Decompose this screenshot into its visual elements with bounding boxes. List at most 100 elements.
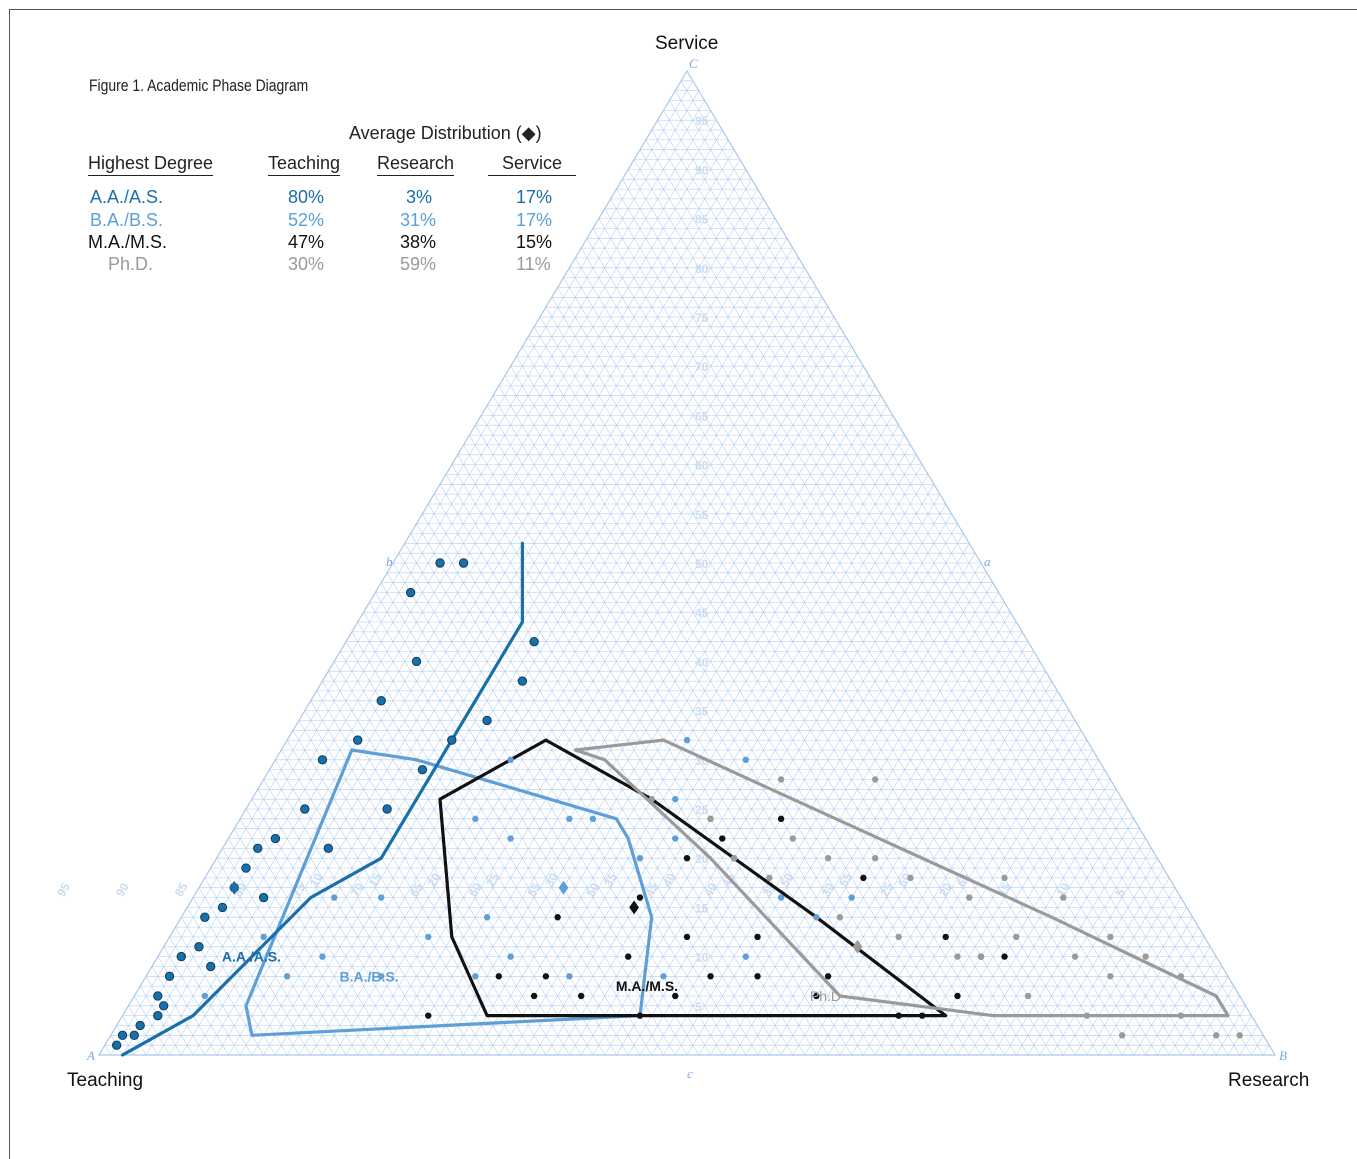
average-diamond-phd (852, 939, 863, 954)
data-point-phd (954, 953, 961, 960)
data-point-phd (707, 815, 714, 823)
data-point-ba (472, 815, 479, 823)
teaching-tick-label: 85 (172, 880, 191, 899)
data-point-aa (482, 715, 492, 726)
data-point-ma (754, 933, 761, 941)
data-point-ba (507, 953, 514, 960)
vertex-letter-top: C (689, 56, 698, 71)
data-point-phd (1107, 973, 1114, 980)
data-point-phd (895, 933, 902, 941)
figure-title: Figure 1. Academic Phase Diagram (89, 76, 309, 95)
data-point-phd (1107, 933, 1114, 941)
header-teaching: Teaching (268, 153, 341, 176)
research-tick-label: 30 (542, 870, 561, 889)
data-point-ba (636, 855, 644, 862)
average-diamond-ma (629, 900, 639, 915)
region-outline-phd (573, 738, 1230, 1018)
data-point-ma (425, 1012, 432, 1019)
service-tick-label: 20 (695, 852, 709, 866)
data-point-ba (742, 756, 749, 763)
data-point-ba (472, 973, 479, 980)
teaching-tick-label: 30 (819, 880, 838, 899)
teaching-tick-label: 20 (936, 880, 955, 899)
data-point-phd (1177, 1012, 1185, 1019)
data-point-phd (1213, 1032, 1220, 1039)
data-point-aa (447, 735, 457, 745)
data-point-phd (966, 894, 973, 901)
data-point-phd (1001, 874, 1008, 882)
data-point-aa (382, 804, 392, 814)
research-tick-label: 40 (660, 870, 679, 889)
teaching-tick-label: 90 (113, 880, 132, 899)
service-tick-label: 40 (695, 655, 709, 669)
service-tick-label: 25 (695, 803, 709, 817)
vertex-letter-left: A (86, 1048, 95, 1063)
data-point-ma (813, 992, 820, 1000)
service-tick-label: 45 (695, 606, 709, 620)
data-point-ma (554, 914, 561, 921)
data-point-aa (158, 1001, 169, 1011)
teaching-tick-label: 50 (583, 880, 602, 899)
data-point-ba (566, 973, 573, 980)
data-point-aa (411, 656, 422, 667)
data-point-phd (824, 855, 832, 862)
data-point-aa (353, 735, 363, 745)
header-degree: Highest Degree (88, 153, 214, 176)
data-point-aa (176, 951, 187, 962)
data-point-ma (636, 1012, 644, 1019)
data-point-aa (270, 833, 281, 844)
data-point-ba (378, 973, 385, 980)
data-point-aa (317, 755, 328, 765)
data-point-phd (1013, 933, 1020, 941)
region-label-ba: B.A./B.S. (339, 968, 398, 984)
vertex-label-research: Research (1228, 1070, 1310, 1091)
data-point-ma (824, 973, 832, 980)
data-point-ba (672, 835, 679, 842)
service-tick-label: 60 (695, 459, 709, 473)
service-tick-label: 95 (695, 114, 709, 128)
data-point-ma (636, 894, 644, 901)
service-tick-label: 90 (695, 163, 709, 177)
data-point-phd (1024, 992, 1032, 1000)
data-point-ba (589, 815, 597, 823)
service-tick-label: 55 (695, 508, 709, 522)
data-point-phd (836, 914, 844, 921)
data-point-aa (323, 843, 334, 854)
data-point-phd (730, 855, 738, 862)
data-point-ba (507, 835, 514, 842)
data-point-phd (789, 835, 797, 842)
vertex-label-teaching: Teaching (67, 1070, 144, 1091)
data-point-aa (153, 991, 163, 1001)
data-point-phd (871, 776, 879, 783)
data-point-phd (1118, 1032, 1126, 1039)
data-point-phd (1083, 1012, 1091, 1019)
teaching-tick-label: 55 (525, 880, 544, 899)
data-point-phd (977, 953, 985, 960)
teaching-tick-label: 45 (642, 880, 661, 899)
data-point-ba (260, 933, 267, 941)
data-point-aa (258, 892, 269, 903)
data-point-ma (707, 973, 714, 980)
region-outline-ma (438, 738, 948, 1018)
data-point-aa (253, 843, 263, 854)
research-tick-label: 50 (777, 870, 796, 889)
vertex-letter-c: c (687, 1066, 693, 1081)
data-point-ba (283, 973, 291, 980)
data-point-ma (530, 992, 538, 1000)
average-distribution-title: Average Distribution (◆) (349, 123, 542, 143)
data-point-phd (1071, 953, 1079, 960)
teaching-tick-label: 10 (1054, 880, 1073, 899)
service-tick-label: 10 (695, 951, 709, 965)
data-point-aa (517, 676, 528, 686)
service-tick-label: 5 (695, 1000, 702, 1014)
data-point-aa (458, 558, 469, 568)
data-point-ba (331, 894, 338, 901)
data-point-phd (1177, 973, 1185, 980)
data-point-ma (754, 973, 761, 980)
data-point-phd (766, 874, 773, 882)
data-point-ma (942, 933, 949, 941)
service-tick-label: 75 (695, 311, 709, 325)
data-point-aa (417, 764, 428, 775)
teaching-tick-label: 65 (407, 880, 426, 899)
